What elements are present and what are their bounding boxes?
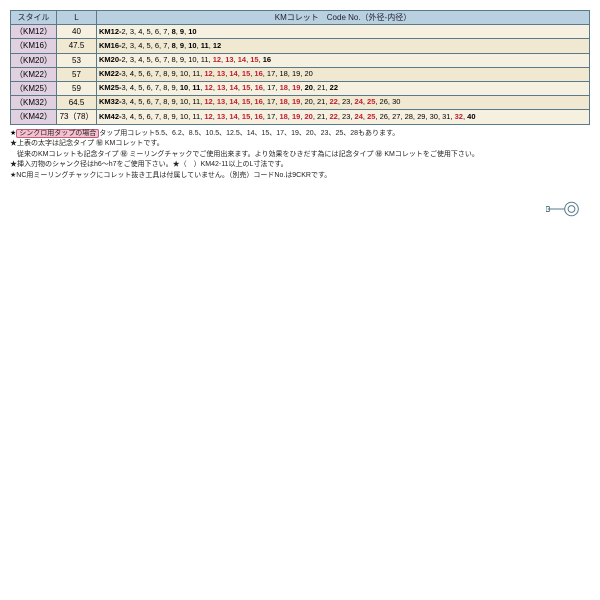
table-row: （KM25）59KM25-3, 4, 5, 6, 7, 8, 9, 10, 11… <box>11 81 590 95</box>
cell-L: 57 <box>57 67 97 81</box>
table-row: （KM42）73（78）KM42-3, 4, 5, 6, 7, 8, 9, 10… <box>11 110 590 124</box>
wrench-icon <box>546 195 580 228</box>
cell-L: 53 <box>57 53 97 67</box>
footnotes: ★シンクロ用タップの場合タップ用コレット5.5、6.2、8.5、10.5、12.… <box>10 129 590 182</box>
cell-style: （KM32） <box>11 96 57 110</box>
cell-style: （KM22） <box>11 67 57 81</box>
header-style: スタイル <box>11 11 57 25</box>
header-L: L <box>57 11 97 25</box>
cell-code: KM20-2, 3, 4, 5, 6, 7, 8, 9, 10, 11, 12,… <box>97 53 590 67</box>
cell-code: KM25-3, 4, 5, 6, 7, 8, 9, 10, 11, 12, 13… <box>97 81 590 95</box>
km-collet-table: スタイル L KMコレット Code No.（外径-内径） （KM12）40KM… <box>10 10 590 125</box>
note-1: ★シンクロ用タップの場合タップ用コレット5.5、6.2、8.5、10.5、12.… <box>10 129 590 140</box>
cell-L: 64.5 <box>57 96 97 110</box>
cell-style: （KM25） <box>11 81 57 95</box>
cell-code: KM12-2, 3, 4, 5, 6, 7, 8, 9, 10 <box>97 25 590 39</box>
table-row: （KM22）57KM22-3, 4, 5, 6, 7, 8, 9, 10, 11… <box>11 67 590 81</box>
cell-code: KM42-3, 4, 5, 6, 7, 8, 9, 10, 11, 12, 13… <box>97 110 590 124</box>
cell-code: KM16-2, 3, 4, 5, 6, 7, 8, 9, 10, 11, 12 <box>97 39 590 53</box>
note-4: ★挿入刃物のシャンク径はh6〜h7をご使用下さい。★（ ）KM42-11以上のL… <box>10 160 590 171</box>
cell-style: （KM42） <box>11 110 57 124</box>
table-row: （KM32）64.5KM32-3, 4, 5, 6, 7, 8, 9, 10, … <box>11 96 590 110</box>
table-row: （KM12）40KM12-2, 3, 4, 5, 6, 7, 8, 9, 10 <box>11 25 590 39</box>
note-5: ★NC用ミーリングチャックにコレット抜き工具は付属していません。（別売）コードN… <box>10 171 590 182</box>
cell-code: KM32-3, 4, 5, 6, 7, 8, 9, 10, 11, 12, 13… <box>97 96 590 110</box>
cell-L: 73（78） <box>57 110 97 124</box>
cell-L: 40 <box>57 25 97 39</box>
header-code: KMコレット Code No.（外径-内径） <box>97 11 590 25</box>
cell-L: 59 <box>57 81 97 95</box>
cell-style: （KM16） <box>11 39 57 53</box>
cell-style: （KM20） <box>11 53 57 67</box>
cell-L: 47.5 <box>57 39 97 53</box>
note-2: ★上表の太字は記念タイプ ㊙ KMコレットです。 <box>10 139 590 150</box>
cell-style: （KM12） <box>11 25 57 39</box>
table-row: （KM16）47.5KM16-2, 3, 4, 5, 6, 7, 8, 9, 1… <box>11 39 590 53</box>
cell-code: KM22-3, 4, 5, 6, 7, 8, 9, 10, 11, 12, 13… <box>97 67 590 81</box>
table-row: （KM20）53KM20-2, 3, 4, 5, 6, 7, 8, 9, 10,… <box>11 53 590 67</box>
note-3: 従来のKMコレットも記念タイプ ㊙ ミーリングチャックでご使用出来ます。より効果… <box>10 150 590 161</box>
